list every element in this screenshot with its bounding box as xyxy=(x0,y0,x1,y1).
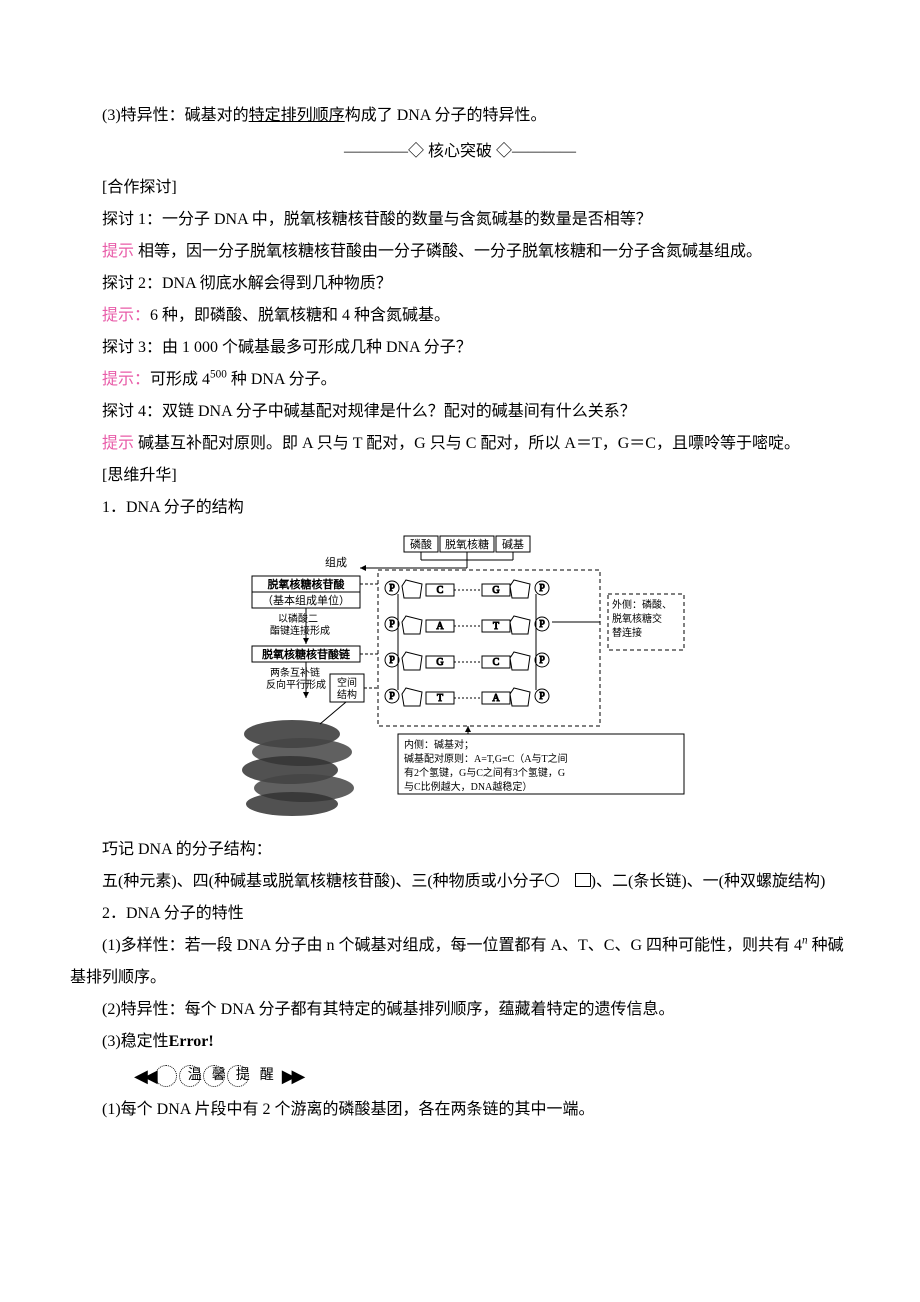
note: 外侧：磷酸、 xyxy=(612,598,672,611)
svg-text:P: P xyxy=(389,583,395,594)
tip-char: 提 xyxy=(203,1065,225,1087)
box-label: 磷酸 xyxy=(410,537,432,551)
superscript: 500 xyxy=(210,369,227,381)
box-label: 结构 xyxy=(337,688,357,701)
answer-3: 提示：可形成 4500 种 DNA 分子。 xyxy=(70,364,850,396)
heading-2: 2．DNA 分子的特性 xyxy=(70,898,850,930)
feature-1: (1)多样性：若一段 DNA 分子由 n 个碱基对组成，每一位置都有 A、T、C… xyxy=(70,930,850,994)
tip-char: 温 xyxy=(155,1065,177,1087)
svg-text:P: P xyxy=(539,583,545,594)
tip-1: (1)每个 DNA 片段中有 2 个游离的磷酸基团，各在两条链的其中一端。 xyxy=(70,1094,850,1126)
note: 与C比例越大，DNA越稳定） xyxy=(404,780,532,793)
question-3: 探讨 3：由 1 000 个碱基最多可形成几种 DNA 分子？ xyxy=(70,332,850,364)
arrow-label: 酯键连接形成 xyxy=(270,624,330,637)
arrow-label: 以磷酸二 xyxy=(278,612,318,625)
answer-2: 提示：6 种，即磷酸、脱氧核糖和 4 种含氮碱基。 xyxy=(70,300,850,332)
hint-label: 提示 xyxy=(102,243,134,260)
tip-char: 醒 xyxy=(227,1065,249,1087)
svg-text:P: P xyxy=(389,655,395,666)
para-specificity: (3)特异性：碱基对的特定排列顺序构成了 DNA 分子的特异性。 xyxy=(70,100,850,132)
text: (3)特异性：碱基对的 xyxy=(102,107,249,124)
mnemonic-intro: 巧记 DNA 的分子结构： xyxy=(70,834,850,866)
mnemonic-body: 五(种元素)、四(种碱基或脱氧核糖核苷酸)、三(种物质或小分子 )、二(条长链)… xyxy=(70,866,850,898)
base: A xyxy=(436,621,444,632)
box-label: 脱氧核糖 xyxy=(445,537,489,551)
pentagon-icon xyxy=(575,873,591,887)
answer-body-pre: 可形成 4 xyxy=(150,371,210,388)
answer-body-post: 种 DNA 分子。 xyxy=(227,371,337,388)
answer-4: 提示 碱基互补配对原则。即 A 只与 T 配对，G 只与 C 配对，所以 A＝T… xyxy=(70,428,850,460)
question-1: 探讨 1：一分子 DNA 中，脱氧核糖核苷酸的数量与含氮碱基的数量是否相等？ xyxy=(70,204,850,236)
svg-text:P: P xyxy=(389,619,395,630)
question-4: 探讨 4：双链 DNA 分子中碱基配对规律是什么？配对的碱基间有什么关系？ xyxy=(70,396,850,428)
tip-badge-row: ◀◀ 温 馨 提 醒 ▶▶ xyxy=(70,1058,850,1094)
chevron-left-icon: ◀◀ xyxy=(102,1058,154,1094)
tip-char: 馨 xyxy=(179,1065,201,1087)
arrow-label: 两条互补链 xyxy=(270,666,320,679)
answer-1: 提示 相等，因一分子脱氧核糖核苷酸由一分子磷酸、一分子脱氧核糖和一分子含氮碱基组… xyxy=(70,236,850,268)
text: 构成了 DNA 分子的特异性。 xyxy=(345,107,547,124)
section-divider: ————◇ 核心突破 ◇———— xyxy=(70,136,850,168)
note: 脱氧核糖交 xyxy=(612,612,662,625)
diagram-svg: 磷酸 脱氧核糖 碱基 组成 脱氧核糖核苷酸 （基本组成单位） xyxy=(230,534,690,824)
note: 替连接 xyxy=(612,626,642,639)
svg-text:P: P xyxy=(389,691,395,702)
feature-3: (3)稳定性Error! xyxy=(70,1026,850,1058)
box-label: （基本组成单位） xyxy=(262,593,350,607)
page: (3)特异性：碱基对的特定排列顺序构成了 DNA 分子的特异性。 ————◇ 核… xyxy=(0,0,920,1206)
base: T xyxy=(493,621,499,632)
base: C xyxy=(437,585,444,596)
dna-structure-diagram: 磷酸 脱氧核糖 碱基 组成 脱氧核糖核苷酸 （基本组成单位） xyxy=(70,534,850,824)
chevron-right-icon: ▶▶ xyxy=(250,1058,302,1094)
heading-1: 1．DNA 分子的结构 xyxy=(70,492,850,524)
note: 内侧：碱基对； xyxy=(404,738,474,751)
hint-label: 提示： xyxy=(102,371,150,388)
note: 有2个氢键，G与C之间有3个氢键，G xyxy=(404,766,565,779)
helix-icon xyxy=(242,720,354,816)
base: G xyxy=(492,585,499,596)
answer-body: 相等，因一分子脱氧核糖核苷酸由一分子磷酸、一分子脱氧核糖和一分子含氮碱基组成。 xyxy=(134,243,762,260)
base: T xyxy=(437,693,443,704)
feature-2: (2)特异性：每个 DNA 分子都有其特定的碱基排列顺序，蕴藏着特定的遗传信息。 xyxy=(70,994,850,1026)
note: 碱基配对原则：A=T,G≡C（A与T之间 xyxy=(404,752,568,765)
label: 组成 xyxy=(325,555,347,569)
circle-icon xyxy=(545,873,559,887)
svg-text:P: P xyxy=(539,655,545,666)
base: A xyxy=(492,693,500,704)
text: )、二(条长链)、一(种双螺旋结构) xyxy=(591,873,826,890)
text: (3)稳定性 xyxy=(102,1033,169,1050)
text: 五(种元素)、四(种碱基或脱氧核糖核苷酸)、三(种物质或小分子 xyxy=(102,873,545,890)
question-2: 探讨 2：DNA 彻底水解会得到几种物质？ xyxy=(70,268,850,300)
error-text: Error! xyxy=(169,1033,214,1050)
hint-label: 提示： xyxy=(102,307,150,324)
box-label: 空间 xyxy=(337,676,357,689)
box-label: 脱氧核糖核苷酸 xyxy=(268,577,346,591)
tip-badge: ◀◀ 温 馨 提 醒 ▶▶ xyxy=(102,1058,301,1094)
hint-label: 提示 xyxy=(102,435,134,452)
answer-body: 碱基互补配对原则。即 A 只与 T 配对，G 只与 C 配对，所以 A＝T，G＝… xyxy=(134,435,800,452)
arrow-label: 反向平行形成 xyxy=(266,678,326,691)
svg-text:P: P xyxy=(539,691,545,702)
text: (1)多样性：若一段 DNA 分子由 n 个碱基对组成，每一位置都有 A、T、C… xyxy=(102,937,802,954)
base: C xyxy=(493,657,500,668)
think-header: [思维升华] xyxy=(70,460,850,492)
underlined-text: 特定排列顺序 xyxy=(249,107,345,124)
svg-text:P: P xyxy=(539,619,545,630)
base: G xyxy=(436,657,443,668)
coop-header: [合作探讨] xyxy=(70,172,850,204)
box-label: 碱基 xyxy=(502,538,524,551)
box-label: 脱氧核糖核苷酸链 xyxy=(262,647,351,661)
answer-body: 6 种，即磷酸、脱氧核糖和 4 种含氮碱基。 xyxy=(150,307,450,324)
